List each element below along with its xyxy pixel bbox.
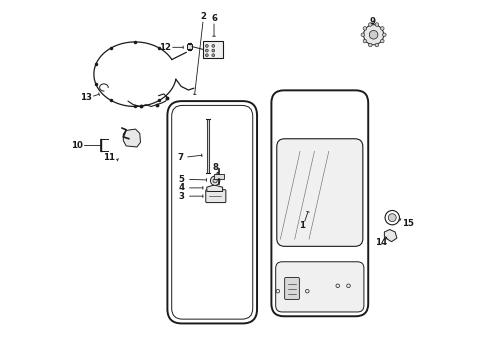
Bar (214, 174, 224, 179)
FancyBboxPatch shape (284, 278, 299, 300)
Circle shape (211, 54, 214, 57)
Text: 7: 7 (177, 153, 183, 162)
Circle shape (363, 25, 383, 45)
Circle shape (374, 43, 378, 47)
Circle shape (374, 23, 378, 26)
Circle shape (205, 49, 208, 52)
Text: 5: 5 (179, 175, 184, 184)
Circle shape (211, 44, 214, 47)
FancyBboxPatch shape (205, 190, 225, 203)
Circle shape (382, 33, 386, 37)
Circle shape (368, 31, 377, 39)
Bar (187, 44, 192, 49)
Text: 13: 13 (80, 93, 92, 102)
Text: 6: 6 (211, 14, 217, 23)
Bar (203, 41, 223, 58)
Circle shape (363, 27, 366, 30)
Circle shape (368, 43, 371, 47)
Text: 2: 2 (200, 12, 206, 21)
FancyBboxPatch shape (276, 139, 362, 246)
Text: 14: 14 (374, 238, 386, 247)
Circle shape (380, 39, 383, 43)
Circle shape (205, 44, 208, 47)
Polygon shape (123, 129, 140, 147)
FancyBboxPatch shape (275, 262, 363, 312)
Text: 8: 8 (212, 163, 218, 172)
Circle shape (211, 49, 214, 52)
Text: 15: 15 (402, 219, 413, 228)
Circle shape (387, 214, 395, 222)
Polygon shape (206, 185, 222, 192)
Circle shape (210, 176, 219, 185)
Text: 4: 4 (178, 183, 184, 192)
Text: 9: 9 (369, 17, 375, 26)
Text: 12: 12 (159, 43, 170, 52)
Text: 3: 3 (179, 192, 184, 201)
Circle shape (363, 39, 366, 43)
Circle shape (205, 54, 208, 57)
Text: 11: 11 (103, 153, 115, 162)
Circle shape (360, 33, 364, 37)
Polygon shape (384, 229, 396, 242)
Circle shape (380, 27, 383, 30)
Circle shape (368, 23, 371, 26)
Circle shape (212, 179, 217, 183)
Text: 1: 1 (298, 221, 304, 230)
Text: 10: 10 (71, 141, 83, 150)
